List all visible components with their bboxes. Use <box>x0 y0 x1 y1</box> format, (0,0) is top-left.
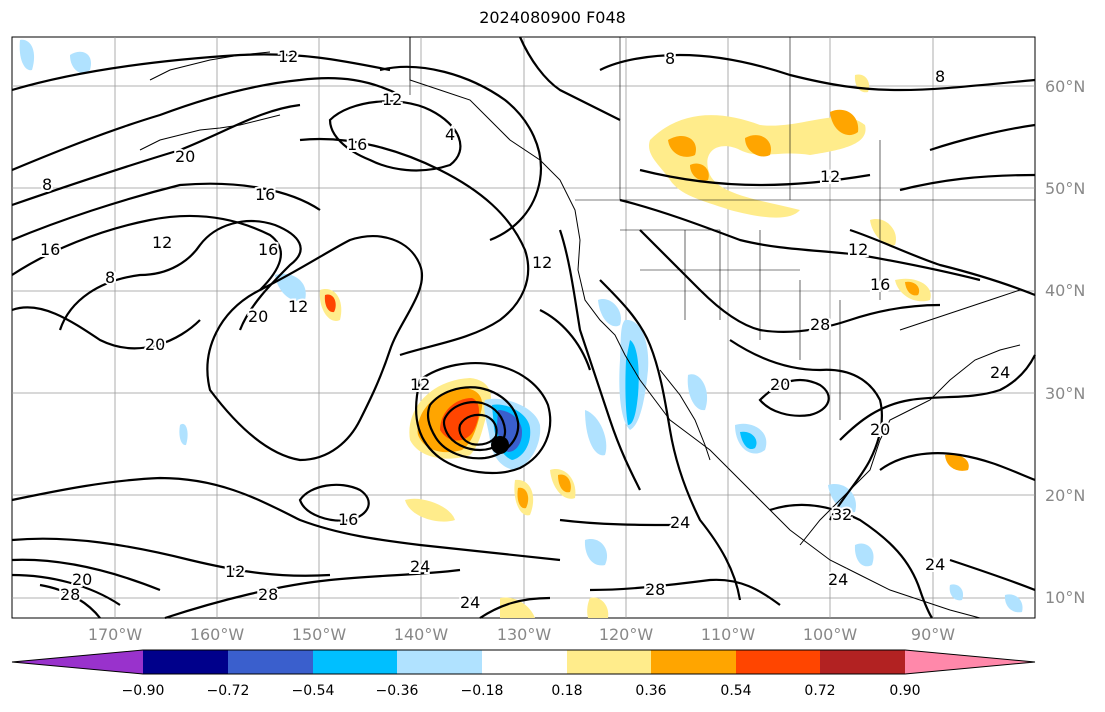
lat-label: 60°N <box>1045 77 1086 96</box>
lon-label: 100°W <box>802 625 858 644</box>
colorbar-extend-right <box>905 650 1035 674</box>
colorbar-extend-left <box>12 650 143 674</box>
contour-label: 20 <box>72 570 92 589</box>
contour-label: 12 <box>410 375 430 394</box>
contour-label: 12 <box>382 90 402 109</box>
map-title: 2024080900 F048 <box>479 8 626 27</box>
contour-label: 16 <box>338 510 358 529</box>
contour-label: 8 <box>935 67 945 86</box>
contour-label: 12 <box>278 47 298 66</box>
lon-label: 90°W <box>910 625 956 644</box>
lon-label: 170°W <box>87 625 143 644</box>
lon-label: 160°W <box>189 625 245 644</box>
colorbar-tick-label: −0.18 <box>460 683 504 699</box>
contour-label: 16 <box>40 240 60 259</box>
colorbar-bin <box>313 650 397 674</box>
lon-label: 150°W <box>291 625 347 644</box>
lat-label: 20°N <box>1045 486 1086 505</box>
contour-label: 24 <box>670 513 690 532</box>
colorbar-tick-label: −0.36 <box>375 683 419 699</box>
map-frame <box>11 36 1036 619</box>
colorbar-bin <box>482 650 567 674</box>
lon-label: 140°W <box>393 625 449 644</box>
contour-label: 24 <box>925 555 945 574</box>
colorbar-tick-label: −0.72 <box>206 683 250 699</box>
colorbar-tick-label: 0.36 <box>635 683 667 699</box>
colorbar-tick-label: −0.54 <box>291 683 335 699</box>
colorbar-bin <box>736 650 820 674</box>
contour-label: 4 <box>445 125 455 144</box>
contour-label: 12 <box>288 297 308 316</box>
contour-label: 20 <box>248 307 268 326</box>
colorbar <box>11 649 1036 675</box>
lat-label: 10°N <box>1045 588 1086 607</box>
colorbar-bin <box>651 650 736 674</box>
contour-label: 16 <box>255 185 275 204</box>
contours <box>11 36 1036 620</box>
political-borders <box>409 37 1035 420</box>
contour-label: 28 <box>60 585 80 604</box>
contour-label: 8 <box>665 49 675 68</box>
contour-label: 20 <box>145 335 165 354</box>
contour-label: 16 <box>347 135 367 154</box>
lon-label: 130°W <box>496 625 552 644</box>
colorbar-tick-label: 0.54 <box>720 683 752 699</box>
contour-label: 20 <box>870 420 890 439</box>
contour-label: 28 <box>810 315 830 334</box>
contour-label: 12 <box>848 240 868 259</box>
colorbar-bin <box>820 650 905 674</box>
coastlines <box>139 37 1021 619</box>
contour-label: 20 <box>770 375 790 394</box>
contour-label: 8 <box>105 268 115 287</box>
colorbar-bin <box>143 650 228 674</box>
contour-labels: 12 12 16 20 8 16 12 8 20 16 12 20 12 16 … <box>38 45 1012 614</box>
colorbar-tick-label: 0.72 <box>804 683 836 699</box>
contour-label: 24 <box>410 557 430 576</box>
colorbar-bin <box>567 650 651 674</box>
colorbar-tick-label: −0.90 <box>121 683 165 699</box>
contour-label: 24 <box>460 593 480 612</box>
contour-label: 12 <box>225 562 245 581</box>
contour-label: 8 <box>42 175 52 194</box>
colorbar-tick-label: 0.18 <box>551 683 583 699</box>
contour-label: 24 <box>828 570 848 589</box>
contour-label: 12 <box>532 253 552 272</box>
contour-label: 28 <box>645 580 665 599</box>
colorbar-bin <box>397 650 482 674</box>
contour-label: 16 <box>258 240 278 259</box>
lon-label: 110°W <box>700 625 756 644</box>
lon-label: 120°W <box>598 625 654 644</box>
lat-label: 30°N <box>1045 384 1086 403</box>
lat-label: 50°N <box>1045 179 1086 198</box>
contour-label: 12 <box>152 233 172 252</box>
contour-label: 12 <box>820 167 840 186</box>
contour-label: 16 <box>870 275 890 294</box>
colorbar-bin <box>228 650 313 674</box>
contour-label: 32 <box>832 505 852 524</box>
colorbar-tick-label: 0.90 <box>889 683 921 699</box>
contour-label: 20 <box>175 147 195 166</box>
contour-label: 28 <box>258 585 278 604</box>
lat-label: 40°N <box>1045 281 1086 300</box>
contour-label: 24 <box>990 363 1010 382</box>
